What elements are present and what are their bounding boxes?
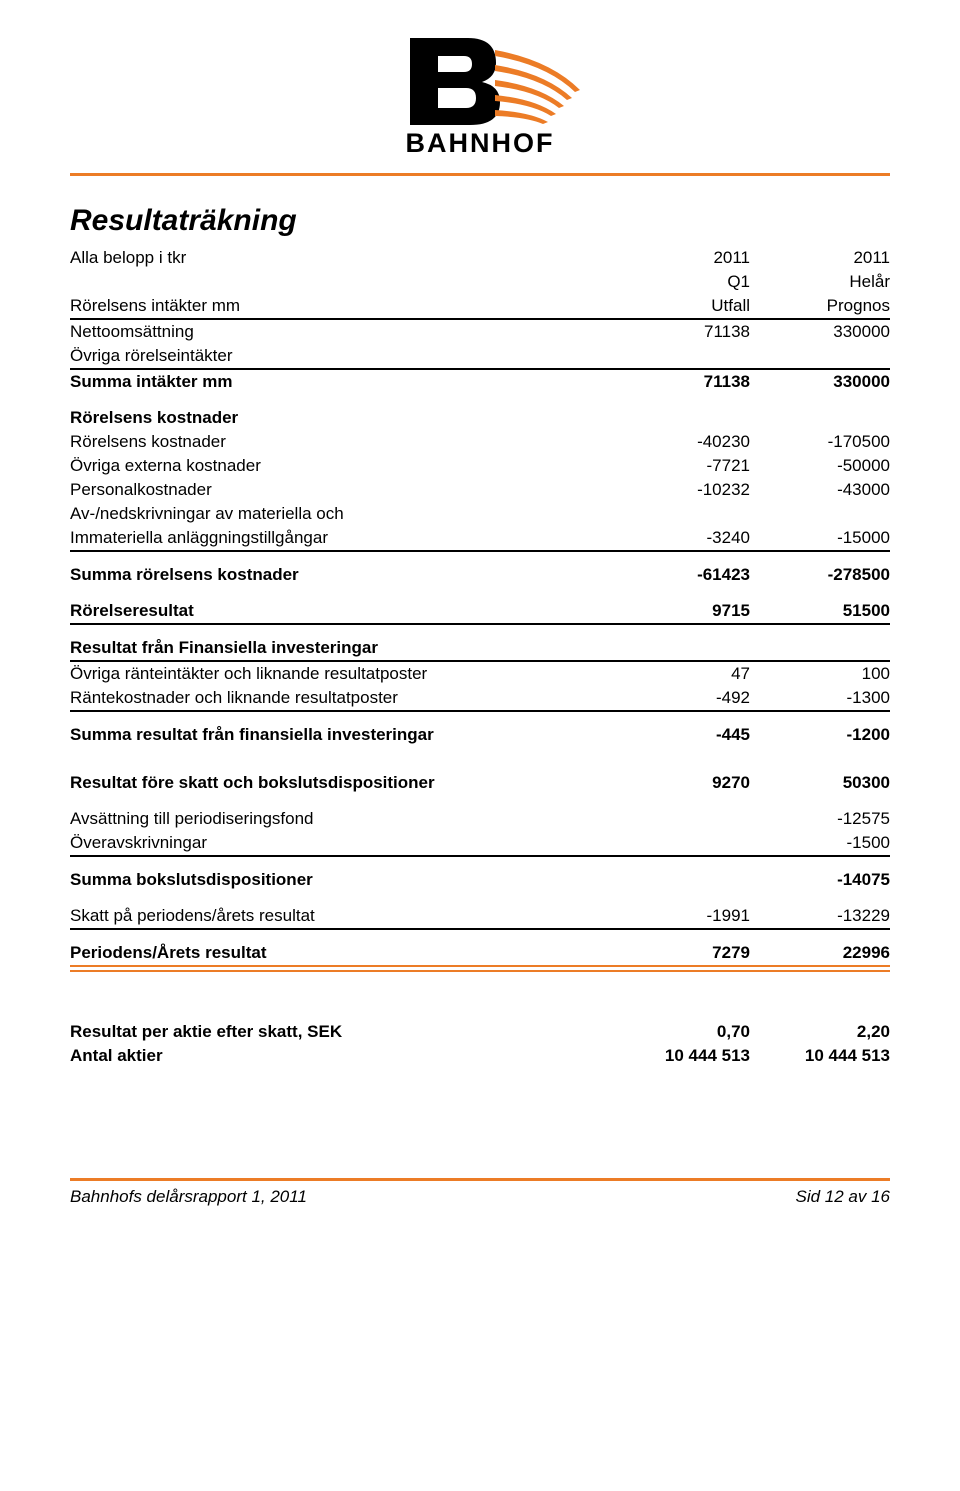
row-avned2-label: Immateriella anläggningstillgångar (70, 526, 610, 551)
row-ovrintakt-label: Övriga rörelseintäkter (70, 344, 610, 369)
row-ranteint-c1: 47 (610, 661, 750, 686)
row-rantekost-label: Räntekostnader och liknande resultatpost… (70, 686, 610, 711)
row-resfore-c1: 9270 (610, 771, 750, 795)
page: BAHNHOF Resultaträkning Alla belopp i tk… (0, 0, 960, 1237)
row-summakost-c1: -61423 (610, 563, 750, 587)
header-divider (70, 173, 890, 176)
row-summabok-label: Summa bokslutsdispositioner (70, 868, 610, 892)
row-netto-c1: 71138 (610, 319, 750, 344)
row-summaintakt-label: Summa intäkter mm (70, 369, 610, 394)
row-antal-c2: 10 444 513 (750, 1044, 890, 1068)
row-perres-c1: 7279 (610, 941, 750, 965)
row-antal-c1: 10 444 513 (610, 1044, 750, 1068)
row-ranteint-c2: 100 (750, 661, 890, 686)
row-summafin-c2: -1200 (750, 723, 890, 747)
row-ovrext-c1: -7721 (610, 454, 750, 478)
row-netto-c2: 330000 (750, 319, 890, 344)
row-summafin-label: Summa resultat från finansiella invester… (70, 723, 610, 747)
header-year-1: 2011 (610, 246, 750, 270)
header-unit: Alla belopp i tkr (70, 246, 610, 270)
footer-left: Bahnhofs delårsrapport 1, 2011 (70, 1187, 307, 1207)
row-summaintakt-c1: 71138 (610, 369, 750, 394)
row-avs-c2: -12575 (750, 807, 890, 831)
header-q1: Q1 (610, 270, 750, 294)
row-pers-label: Personalkostnader (70, 478, 610, 502)
row-rorkost-c1: -40230 (610, 430, 750, 454)
footer-zone: Bahnhofs delårsrapport 1, 2011 Sid 12 av… (70, 1178, 890, 1207)
row-skatt-c2: -13229 (750, 904, 890, 929)
row-rorres-c2: 51500 (750, 599, 890, 624)
row-ranteint-label: Övriga ränteintäkter och liknande result… (70, 661, 610, 686)
row-skatt-label: Skatt på periodens/årets resultat (70, 904, 610, 929)
footer-right: Sid 12 av 16 (795, 1187, 890, 1207)
row-rorkost-head: Rörelsens kostnader (70, 406, 610, 430)
income-statement-table: Alla belopp i tkr 2011 2011 Q1 Helår Rör… (70, 246, 890, 1068)
row-skatt-c1: -1991 (610, 904, 750, 929)
row-peraktie-c2: 2,20 (750, 1020, 890, 1044)
row-rantekost-c2: -1300 (750, 686, 890, 711)
row-avned2-c1: -3240 (610, 526, 750, 551)
row-over-c2: -1500 (750, 831, 890, 856)
row-summakost-c2: -278500 (750, 563, 890, 587)
row-ovrext-c2: -50000 (750, 454, 890, 478)
row-summafin-c1: -445 (610, 723, 750, 747)
row-pers-c1: -10232 (610, 478, 750, 502)
header-prognos: Prognos (750, 294, 890, 319)
row-summabok-c2: -14075 (750, 868, 890, 892)
header-year-2: 2011 (750, 246, 890, 270)
row-peraktie-c1: 0,70 (610, 1020, 750, 1044)
page-title: Resultaträkning (70, 204, 890, 238)
footer-bar: Bahnhofs delårsrapport 1, 2011 Sid 12 av… (70, 1181, 890, 1207)
header-utfall: Utfall (610, 294, 750, 319)
header-sub-empty (70, 270, 610, 294)
row-netto-label: Nettoomsättning (70, 319, 610, 344)
row-rorkost-c2: -170500 (750, 430, 890, 454)
row-resfore-c2: 50300 (750, 771, 890, 795)
row-avned1: Av-/nedskrivningar av materiella och (70, 502, 610, 526)
logo-container: BAHNHOF (70, 30, 890, 165)
row-over-label: Överavskrivningar (70, 831, 610, 856)
row-rantekost-c1: -492 (610, 686, 750, 711)
row-rorres-c1: 9715 (610, 599, 750, 624)
row-resfore-label: Resultat före skatt och bokslutsdisposit… (70, 771, 610, 795)
row-antal-label: Antal aktier (70, 1044, 610, 1068)
row-rorkost-label: Rörelsens kostnader (70, 430, 610, 454)
row-finhead: Resultat från Finansiella investeringar (70, 636, 610, 661)
header-helar: Helår (750, 270, 890, 294)
row-summaintakt-c2: 330000 (750, 369, 890, 394)
row-avned2-c2: -15000 (750, 526, 890, 551)
row-summakost-label: Summa rörelsens kostnader (70, 563, 610, 587)
header-sub-label: Rörelsens intäkter mm (70, 294, 610, 319)
bahnhof-logo: BAHNHOF (350, 30, 610, 160)
row-pers-c2: -43000 (750, 478, 890, 502)
row-perres-label: Periodens/Årets resultat (70, 941, 610, 965)
row-ovrext-label: Övriga externa kostnader (70, 454, 610, 478)
row-avs-label: Avsättning till periodiseringsfond (70, 807, 610, 831)
svg-text:BAHNHOF: BAHNHOF (406, 128, 555, 158)
row-perres-c2: 22996 (750, 941, 890, 965)
row-peraktie-label: Resultat per aktie efter skatt, SEK (70, 1020, 610, 1044)
row-rorres-label: Rörelseresultat (70, 599, 610, 624)
